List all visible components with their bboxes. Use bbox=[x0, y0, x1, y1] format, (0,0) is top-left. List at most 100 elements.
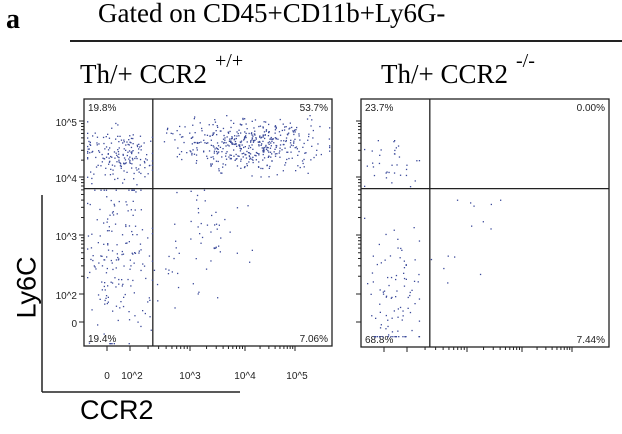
event-dot bbox=[129, 135, 131, 137]
event-dot bbox=[364, 148, 366, 151]
event-dot bbox=[139, 146, 141, 148]
event-dot bbox=[262, 126, 264, 128]
event-dot bbox=[133, 172, 135, 175]
event-dot bbox=[214, 224, 216, 226]
event-dot bbox=[274, 155, 277, 157]
event-dot bbox=[149, 299, 151, 301]
event-dot bbox=[122, 283, 124, 285]
event-dot bbox=[203, 150, 205, 152]
event-dot bbox=[329, 145, 331, 147]
event-dot bbox=[287, 151, 289, 153]
event-dot bbox=[299, 139, 301, 141]
event-dot bbox=[103, 189, 105, 191]
event-dot bbox=[244, 153, 246, 156]
event-dot bbox=[254, 154, 256, 156]
event-dot bbox=[230, 141, 232, 143]
event-dot bbox=[262, 127, 264, 129]
event-dot bbox=[222, 163, 224, 165]
event-dot bbox=[244, 118, 246, 120]
event-dot bbox=[255, 138, 257, 140]
event-dot bbox=[151, 260, 154, 262]
event-dot bbox=[302, 146, 304, 148]
event-dot bbox=[414, 259, 416, 261]
event-dot bbox=[196, 147, 198, 149]
event-dot bbox=[87, 145, 89, 148]
event-dot bbox=[371, 315, 373, 317]
event-dot bbox=[87, 235, 90, 237]
event-dot bbox=[125, 201, 127, 203]
event-dot bbox=[109, 147, 111, 149]
event-dot bbox=[385, 177, 388, 179]
event-dot bbox=[101, 289, 103, 291]
event-dot bbox=[240, 140, 243, 142]
event-dot bbox=[397, 145, 400, 147]
event-dot bbox=[260, 167, 262, 170]
event-dot bbox=[396, 290, 398, 292]
event-dot bbox=[295, 146, 298, 148]
event-dot bbox=[373, 336, 376, 338]
event-dot bbox=[262, 159, 264, 161]
event-dot bbox=[294, 147, 296, 149]
event-dot bbox=[191, 152, 193, 155]
event-dot bbox=[268, 167, 270, 169]
event-dot bbox=[242, 117, 244, 120]
event-dot bbox=[131, 230, 133, 233]
event-dot bbox=[218, 170, 220, 172]
event-dot bbox=[121, 285, 123, 287]
event-dot bbox=[137, 152, 140, 154]
event-dot bbox=[283, 140, 285, 142]
event-dot bbox=[297, 154, 299, 156]
event-dot bbox=[195, 162, 197, 164]
event-dot bbox=[260, 176, 262, 178]
event-dot bbox=[395, 336, 398, 338]
event-dot bbox=[138, 168, 140, 170]
event-dot bbox=[95, 268, 97, 270]
event-dot bbox=[418, 160, 421, 162]
event-dot bbox=[386, 171, 388, 173]
y-axis-label: Ly6C bbox=[11, 256, 42, 319]
event-dot bbox=[147, 237, 149, 239]
event-dot bbox=[126, 141, 128, 143]
event-dot bbox=[183, 141, 185, 144]
event-dot bbox=[316, 149, 318, 151]
event-dot bbox=[418, 273, 420, 276]
event-dot bbox=[116, 244, 118, 246]
event-dot bbox=[131, 189, 134, 191]
event-dot bbox=[272, 138, 274, 140]
event-dot bbox=[107, 149, 110, 151]
event-dot bbox=[274, 126, 276, 128]
event-dot bbox=[230, 138, 233, 140]
event-dot bbox=[376, 263, 378, 266]
y-tick-label: 10^4 bbox=[56, 174, 78, 185]
event-dot bbox=[203, 139, 205, 141]
event-dot bbox=[282, 123, 284, 125]
event-dot bbox=[211, 214, 213, 217]
event-dot bbox=[288, 132, 290, 134]
event-dot bbox=[94, 132, 96, 134]
event-dot bbox=[243, 146, 245, 149]
event-dot bbox=[238, 145, 240, 147]
event-dot bbox=[385, 296, 387, 298]
event-dot bbox=[285, 126, 287, 128]
event-dot bbox=[98, 151, 101, 153]
event-dot bbox=[274, 153, 277, 155]
quadrant-label-lower-right: 7.06% bbox=[300, 334, 328, 345]
event-dot bbox=[236, 135, 238, 137]
event-dot bbox=[178, 252, 180, 254]
event-dot bbox=[406, 164, 408, 166]
event-dot bbox=[222, 127, 225, 130]
event-dot bbox=[128, 343, 130, 345]
event-dot bbox=[403, 260, 405, 262]
event-dot bbox=[385, 172, 387, 174]
event-dot bbox=[309, 115, 311, 117]
event-dot bbox=[134, 252, 136, 254]
event-dot bbox=[128, 150, 131, 152]
event-dot bbox=[500, 199, 502, 201]
event-dot bbox=[190, 190, 192, 192]
event-dot bbox=[131, 163, 133, 165]
event-dot bbox=[113, 203, 115, 205]
event-dot bbox=[288, 157, 290, 160]
event-dot bbox=[132, 134, 134, 136]
event-dot bbox=[251, 158, 253, 160]
event-dot bbox=[248, 152, 251, 154]
